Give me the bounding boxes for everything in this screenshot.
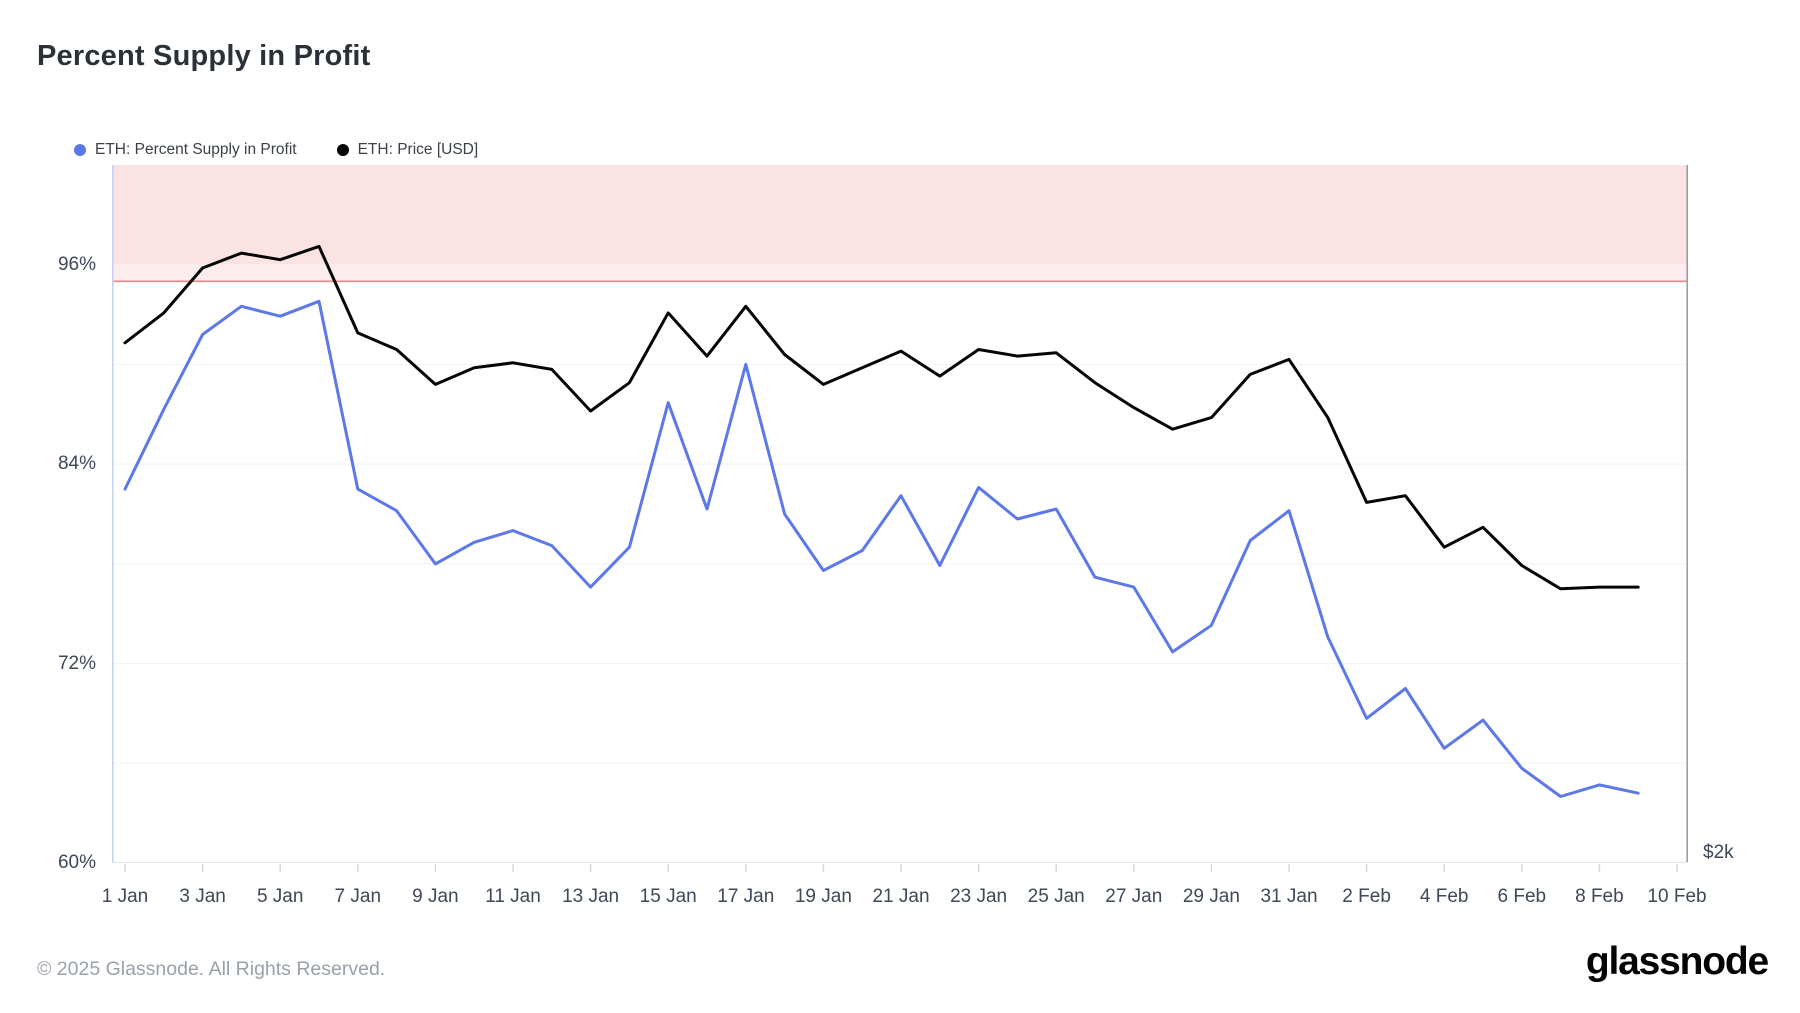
x-axis-label: 17 Jan: [717, 886, 775, 907]
x-axis-label: 15 Jan: [639, 886, 697, 907]
y-axis-label: 96%: [57, 253, 96, 275]
legend-dot-black-icon: [336, 144, 349, 156]
chart-canvas[interactable]: [112, 165, 1688, 877]
x-axis-label: 11 Jan: [485, 886, 541, 907]
y-axis-label: 72%: [57, 652, 96, 674]
x-axis-label: 9 Jan: [412, 886, 459, 907]
x-axis-label: 19 Jan: [794, 886, 852, 907]
x-axis-label: 5 Jan: [256, 886, 304, 907]
x-axis-label: 4 Feb: [1419, 886, 1469, 907]
x-axis-label: 7 Jan: [334, 886, 382, 907]
y-axis-label: 60%: [57, 852, 96, 873]
legend-item-percent-supply[interactable]: ETH: Percent Supply in Profit: [74, 141, 297, 159]
y-axis-label: 84%: [57, 453, 96, 475]
highlight-band-upper: [112, 165, 1688, 265]
x-axis-label: 6 Feb: [1497, 886, 1547, 907]
x-axis-label: 3 Jan: [179, 886, 226, 907]
x-axis-label: 31 Jan: [1260, 886, 1318, 907]
x-axis-label: 25 Jan: [1027, 886, 1085, 907]
series-line-percent-supply-in-profit[interactable]: [123, 299, 1640, 798]
x-axis-label: 29 Jan: [1182, 886, 1240, 907]
x-axis-label: 2 Feb: [1342, 886, 1391, 907]
highlight-band-lower: [112, 264, 1688, 282]
footer-copyright: © 2025 Glassnode. All Rights Reserved.: [37, 958, 386, 980]
x-axis-label: 13 Jan: [562, 886, 620, 907]
legend-item-price[interactable]: ETH: Price [USD]: [336, 141, 479, 159]
x-axis-label: 27 Jan: [1105, 886, 1163, 907]
series-line-eth-price[interactable]: [123, 244, 1640, 591]
chart-legend: ETH: Percent Supply in Profit ETH: Price…: [74, 139, 478, 161]
x-axis-label: 1 Jan: [101, 886, 149, 907]
chart-plot-area[interactable]: [112, 165, 1688, 877]
x-axis-label: 8 Feb: [1575, 886, 1624, 907]
legend-label: ETH: Percent Supply in Profit: [95, 141, 297, 158]
x-axis-label: 21 Jan: [872, 886, 930, 907]
glassnode-logo: glassnode: [1585, 940, 1769, 983]
right-axis-price-label: $2k: [1703, 842, 1734, 863]
x-axis-label: 23 Jan: [950, 886, 1008, 907]
legend-dot-blue-icon: [74, 144, 86, 156]
page-title: Percent Supply in Profit: [37, 40, 371, 72]
x-axis-label: 10 Feb: [1647, 886, 1707, 907]
legend-label: ETH: Price [USD]: [357, 141, 479, 158]
